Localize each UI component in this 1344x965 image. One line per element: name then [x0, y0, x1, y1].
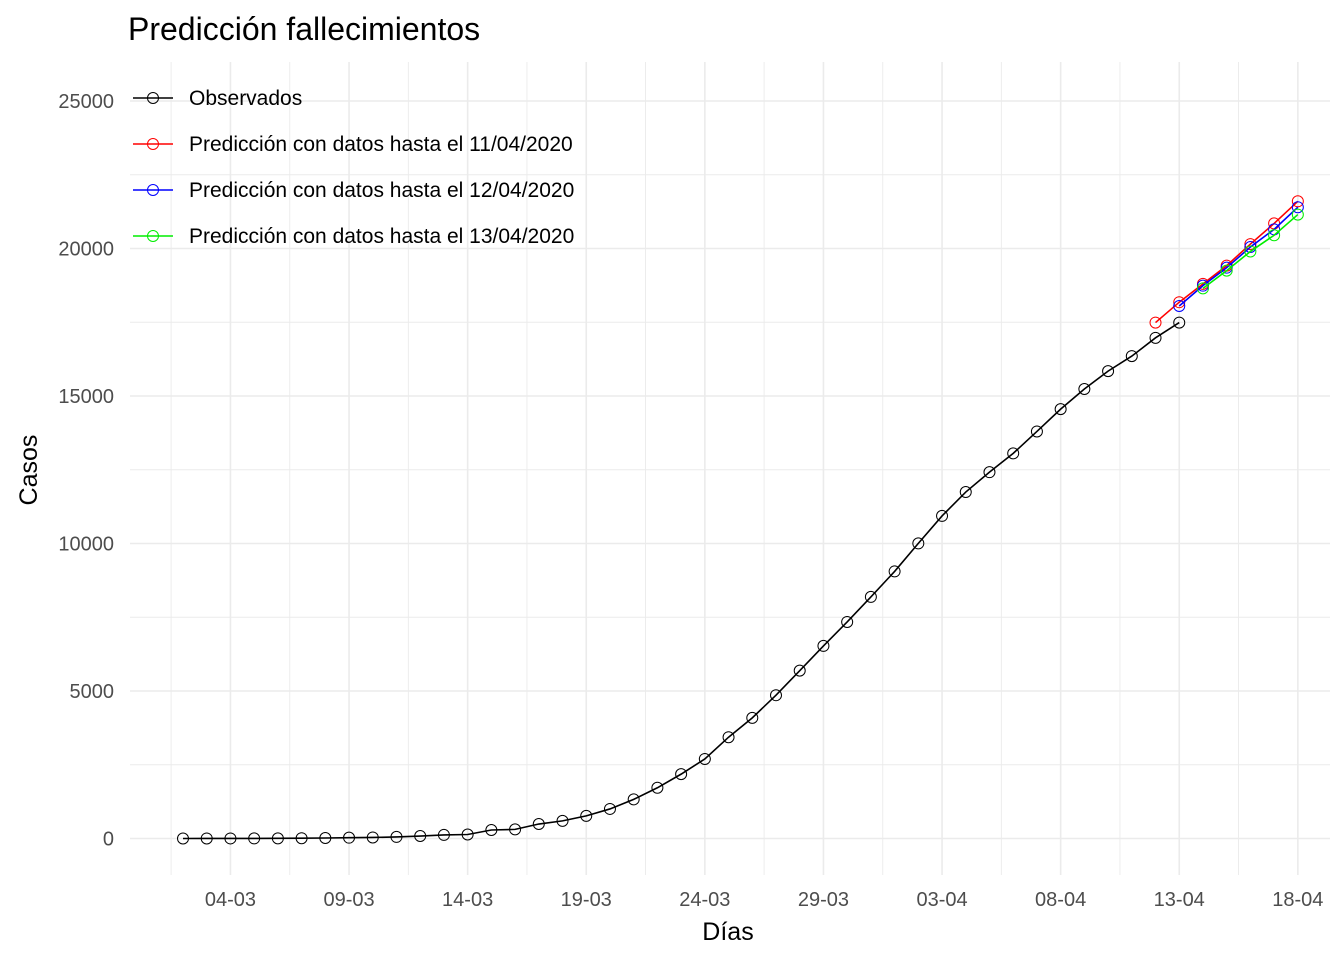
data-point [1125, 350, 1138, 363]
x-tick-label: 09-03 [323, 889, 374, 911]
data-point [295, 832, 308, 845]
series-line [1202, 213, 1299, 289]
data-point [698, 752, 711, 765]
data-point [1196, 279, 1209, 292]
data-point [1291, 208, 1304, 221]
y-axis-title: Casos [15, 435, 43, 506]
legend-key-point [147, 230, 159, 242]
data-point [177, 832, 189, 845]
series-1 [177, 316, 1186, 845]
data-point [248, 832, 261, 845]
data-point [770, 689, 782, 702]
data-point [1173, 300, 1186, 313]
data-point [746, 711, 759, 724]
series-line [182, 321, 1180, 840]
axes: Casos Días 0 5000 10000 15000 20000 25000 04-0… [15, 91, 1323, 946]
data-point [271, 832, 284, 845]
legend-key-point [147, 184, 159, 196]
legend-label: Predicción con datos hasta el 13/04/2020 [189, 225, 574, 248]
legend-item: Observados [133, 87, 302, 110]
data-point [366, 831, 379, 844]
y-tick-label: 5000 [70, 681, 115, 703]
data-point [627, 793, 640, 806]
data-point [1220, 261, 1233, 274]
data-point [556, 814, 569, 827]
legend-label: Predicción con datos hasta el 12/04/2020 [189, 179, 574, 202]
data-point [414, 830, 427, 843]
x-tick-label: 08-04 [1035, 889, 1086, 911]
data-point [343, 831, 356, 844]
data-point [390, 830, 403, 843]
data-point [1291, 195, 1304, 208]
legend-label: Observados [189, 87, 302, 110]
data-point [1007, 447, 1020, 460]
data-point [1173, 316, 1186, 329]
x-tick-label: 14-03 [442, 889, 493, 911]
legend-key-point [147, 92, 159, 104]
legend: Observados Predicción con datos hasta el … [133, 87, 574, 248]
legend-key-point [147, 138, 159, 150]
x-tick-label: 03-04 [916, 889, 967, 911]
data-point [959, 486, 972, 499]
x-tick-label: 24-03 [679, 889, 730, 911]
data-point [319, 831, 332, 844]
data-point [793, 664, 806, 677]
data-point [722, 731, 735, 744]
data-point [200, 832, 213, 845]
x-tick-label: 19-03 [561, 889, 612, 911]
legend-label: Predicción con datos hasta el 11/04/2020 [189, 133, 573, 156]
data-point [1291, 201, 1304, 214]
legend-item: Predicción con datos hasta el 12/04/2020 [133, 179, 574, 202]
data-point [1149, 316, 1162, 329]
x-tick-label: 13-04 [1154, 889, 1205, 911]
data-point [509, 823, 522, 836]
data-point [1220, 264, 1233, 277]
y-tick-label: 20000 [58, 239, 114, 261]
data-point [888, 565, 901, 578]
series-4 [1196, 208, 1304, 295]
data-point [437, 828, 450, 841]
data-point [461, 828, 474, 841]
data-point [1030, 425, 1043, 438]
data-point [841, 615, 854, 628]
data-point [817, 639, 830, 652]
data-point [532, 818, 545, 831]
x-axis-title: Días [702, 918, 753, 946]
y-tick-label: 25000 [58, 91, 114, 113]
data-point [1244, 238, 1257, 251]
data-point [1078, 382, 1091, 395]
data-point [1268, 229, 1281, 242]
series-3 [1173, 201, 1304, 313]
data-point [580, 809, 593, 822]
data-point [983, 466, 996, 479]
data-point [912, 537, 925, 550]
grid [130, 62, 1330, 875]
y-tick-label: 15000 [58, 386, 114, 408]
x-tick-label: 29-03 [798, 889, 849, 911]
data-point [1102, 365, 1115, 378]
y-tick-label: 0 [103, 829, 114, 851]
data-point [1149, 331, 1162, 344]
data-point [675, 768, 688, 781]
data-point [1054, 403, 1067, 416]
legend-item: Predicción con datos hasta el 11/04/2020 [133, 133, 573, 156]
x-tick-label: 18-04 [1272, 889, 1323, 911]
data-point [224, 832, 237, 845]
data-point [485, 824, 498, 837]
data-point [603, 802, 616, 815]
legend-item: Predicción con datos hasta el 13/04/2020 [133, 225, 574, 248]
data-point [1196, 282, 1209, 295]
data-point [864, 590, 877, 603]
y-tick-label: 10000 [58, 534, 114, 556]
x-tick-label: 04-03 [205, 889, 256, 911]
data-point [651, 781, 664, 794]
series-layer [177, 195, 1304, 845]
chart-title: Predicción fallecimientos [128, 11, 480, 47]
data-point [936, 509, 949, 522]
data-point [1244, 245, 1257, 258]
